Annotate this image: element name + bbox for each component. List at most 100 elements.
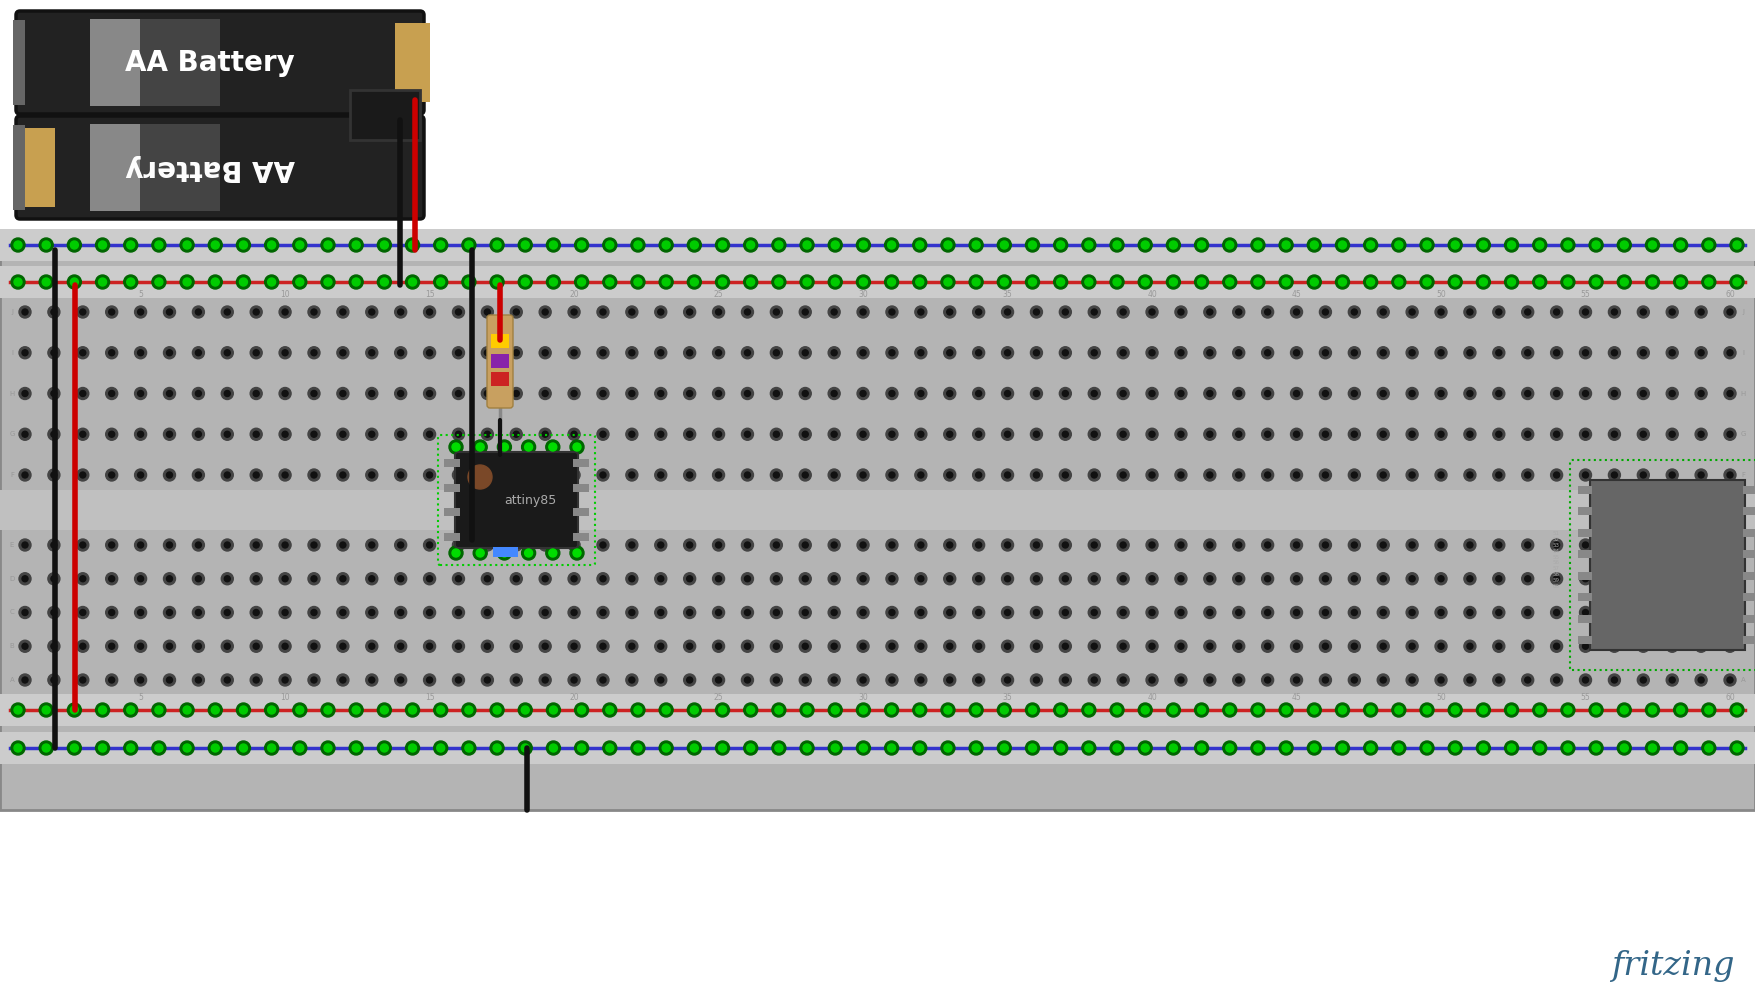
Circle shape [1262,539,1274,551]
Circle shape [1174,469,1186,481]
Circle shape [1699,431,1704,437]
Circle shape [511,347,523,359]
Circle shape [1379,576,1386,582]
Circle shape [426,609,432,615]
Text: 25: 25 [714,693,723,702]
Circle shape [1494,428,1504,440]
Circle shape [1351,609,1357,615]
Circle shape [804,278,811,286]
Text: I: I [11,350,12,356]
Circle shape [799,674,811,686]
Circle shape [1583,609,1588,615]
Circle shape [916,706,923,714]
Circle shape [79,542,86,548]
Circle shape [1641,309,1646,315]
Circle shape [511,640,523,652]
Circle shape [1000,706,1009,714]
Circle shape [47,306,60,318]
Circle shape [1580,388,1592,400]
Circle shape [137,472,144,478]
Circle shape [716,431,721,437]
Circle shape [283,472,288,478]
Circle shape [944,744,951,752]
Circle shape [744,677,751,683]
Circle shape [1364,741,1378,755]
Bar [1743,572,1755,580]
Circle shape [856,306,869,318]
Circle shape [976,350,981,356]
Circle shape [381,241,388,249]
Circle shape [195,677,202,683]
Circle shape [1592,241,1601,249]
Circle shape [1437,350,1444,356]
Circle shape [860,309,865,315]
Circle shape [1494,306,1504,318]
Circle shape [1265,677,1271,683]
Circle shape [1004,609,1011,615]
Circle shape [1207,472,1213,478]
Circle shape [409,706,416,714]
Circle shape [744,703,758,717]
Circle shape [67,741,81,755]
Circle shape [307,606,319,618]
Circle shape [518,275,532,289]
Circle shape [1409,643,1415,649]
Circle shape [628,309,635,315]
Circle shape [944,573,956,585]
Circle shape [1109,741,1123,755]
Bar [1578,529,1592,537]
Circle shape [253,542,260,548]
Circle shape [690,241,698,249]
Circle shape [98,744,107,752]
Circle shape [1236,391,1243,397]
Circle shape [828,573,841,585]
Circle shape [944,706,951,714]
Circle shape [14,278,23,286]
Circle shape [1279,238,1293,252]
Circle shape [349,703,363,717]
Circle shape [716,275,730,289]
Circle shape [1448,275,1462,289]
Circle shape [1436,347,1448,359]
Circle shape [433,703,448,717]
Circle shape [433,275,448,289]
Circle shape [746,241,755,249]
Circle shape [718,278,727,286]
Circle shape [1174,640,1186,652]
Circle shape [713,347,725,359]
Circle shape [828,606,841,618]
Circle shape [137,576,144,582]
Circle shape [1290,640,1302,652]
Circle shape [1588,238,1602,252]
Circle shape [688,703,702,717]
Circle shape [1495,643,1502,649]
Circle shape [1392,741,1406,755]
Circle shape [437,278,444,286]
Circle shape [627,674,637,686]
Circle shape [1476,275,1490,289]
Circle shape [51,643,56,649]
Circle shape [1464,306,1476,318]
Circle shape [225,391,230,397]
Circle shape [1553,431,1560,437]
Circle shape [512,643,519,649]
Text: 40: 40 [1148,693,1157,702]
Circle shape [321,741,335,755]
Circle shape [1307,238,1322,252]
Circle shape [1406,674,1418,686]
Circle shape [1437,576,1444,582]
Circle shape [1409,576,1415,582]
Circle shape [916,241,923,249]
Circle shape [456,609,462,615]
Circle shape [1648,241,1657,249]
Circle shape [997,275,1011,289]
Circle shape [1034,431,1039,437]
Circle shape [1436,606,1448,618]
Circle shape [549,744,558,752]
Circle shape [1479,744,1488,752]
Text: F: F [1741,472,1744,478]
Circle shape [1088,428,1100,440]
Circle shape [832,431,837,437]
Circle shape [1351,309,1357,315]
Circle shape [684,347,695,359]
